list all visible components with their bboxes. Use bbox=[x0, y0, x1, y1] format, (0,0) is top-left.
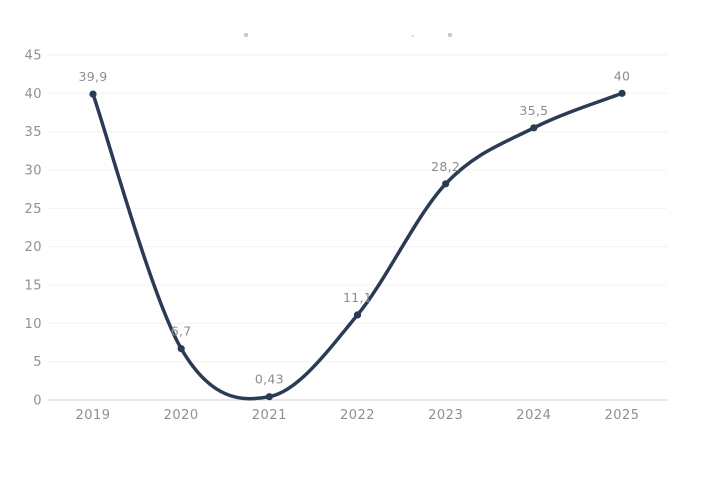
data-point-label: 6,7 bbox=[171, 324, 192, 339]
x-tick-label: 2023 bbox=[428, 408, 463, 423]
y-tick-label: 20 bbox=[24, 240, 42, 255]
data-point-label: 35,5 bbox=[519, 103, 548, 118]
y-tick-label: 15 bbox=[24, 279, 42, 294]
y-tick-label: 45 bbox=[24, 49, 42, 64]
x-tick-label: 2020 bbox=[164, 408, 199, 423]
erased-title-artifact bbox=[411, 35, 414, 37]
x-tick-label: 2019 bbox=[75, 408, 110, 423]
data-point-marker bbox=[265, 393, 273, 401]
data-point-marker bbox=[353, 311, 362, 319]
y-tick-label: 5 bbox=[33, 355, 42, 370]
x-tick-label: 2025 bbox=[604, 408, 639, 423]
y-tick-label: 40 bbox=[24, 87, 42, 102]
data-point-label: 40 bbox=[614, 68, 631, 83]
erased-title-artifact bbox=[244, 33, 248, 37]
data-point-marker bbox=[530, 124, 538, 132]
data-point-label: 39,9 bbox=[78, 69, 107, 84]
data-point-marker bbox=[177, 345, 185, 353]
y-tick-label: 0 bbox=[33, 394, 42, 409]
data-point-marker bbox=[442, 180, 450, 188]
x-tick-label: 2024 bbox=[516, 408, 551, 423]
data-point-label: 0,43 bbox=[255, 372, 284, 387]
y-tick-label: 35 bbox=[24, 125, 42, 140]
line-series bbox=[91, 91, 624, 401]
y-tick-label: 30 bbox=[24, 164, 42, 179]
y-tick-label: 25 bbox=[24, 202, 42, 217]
data-point-marker bbox=[618, 89, 626, 97]
y-tick-label: 10 bbox=[24, 317, 42, 332]
data-point-label: 11,1 bbox=[343, 290, 372, 305]
erased-title-artifact bbox=[448, 33, 452, 37]
x-tick-label: 2021 bbox=[252, 408, 287, 423]
data-point-label: 28,2 bbox=[431, 159, 460, 174]
x-tick-label: 2022 bbox=[340, 408, 375, 423]
data-point-marker bbox=[89, 90, 97, 98]
